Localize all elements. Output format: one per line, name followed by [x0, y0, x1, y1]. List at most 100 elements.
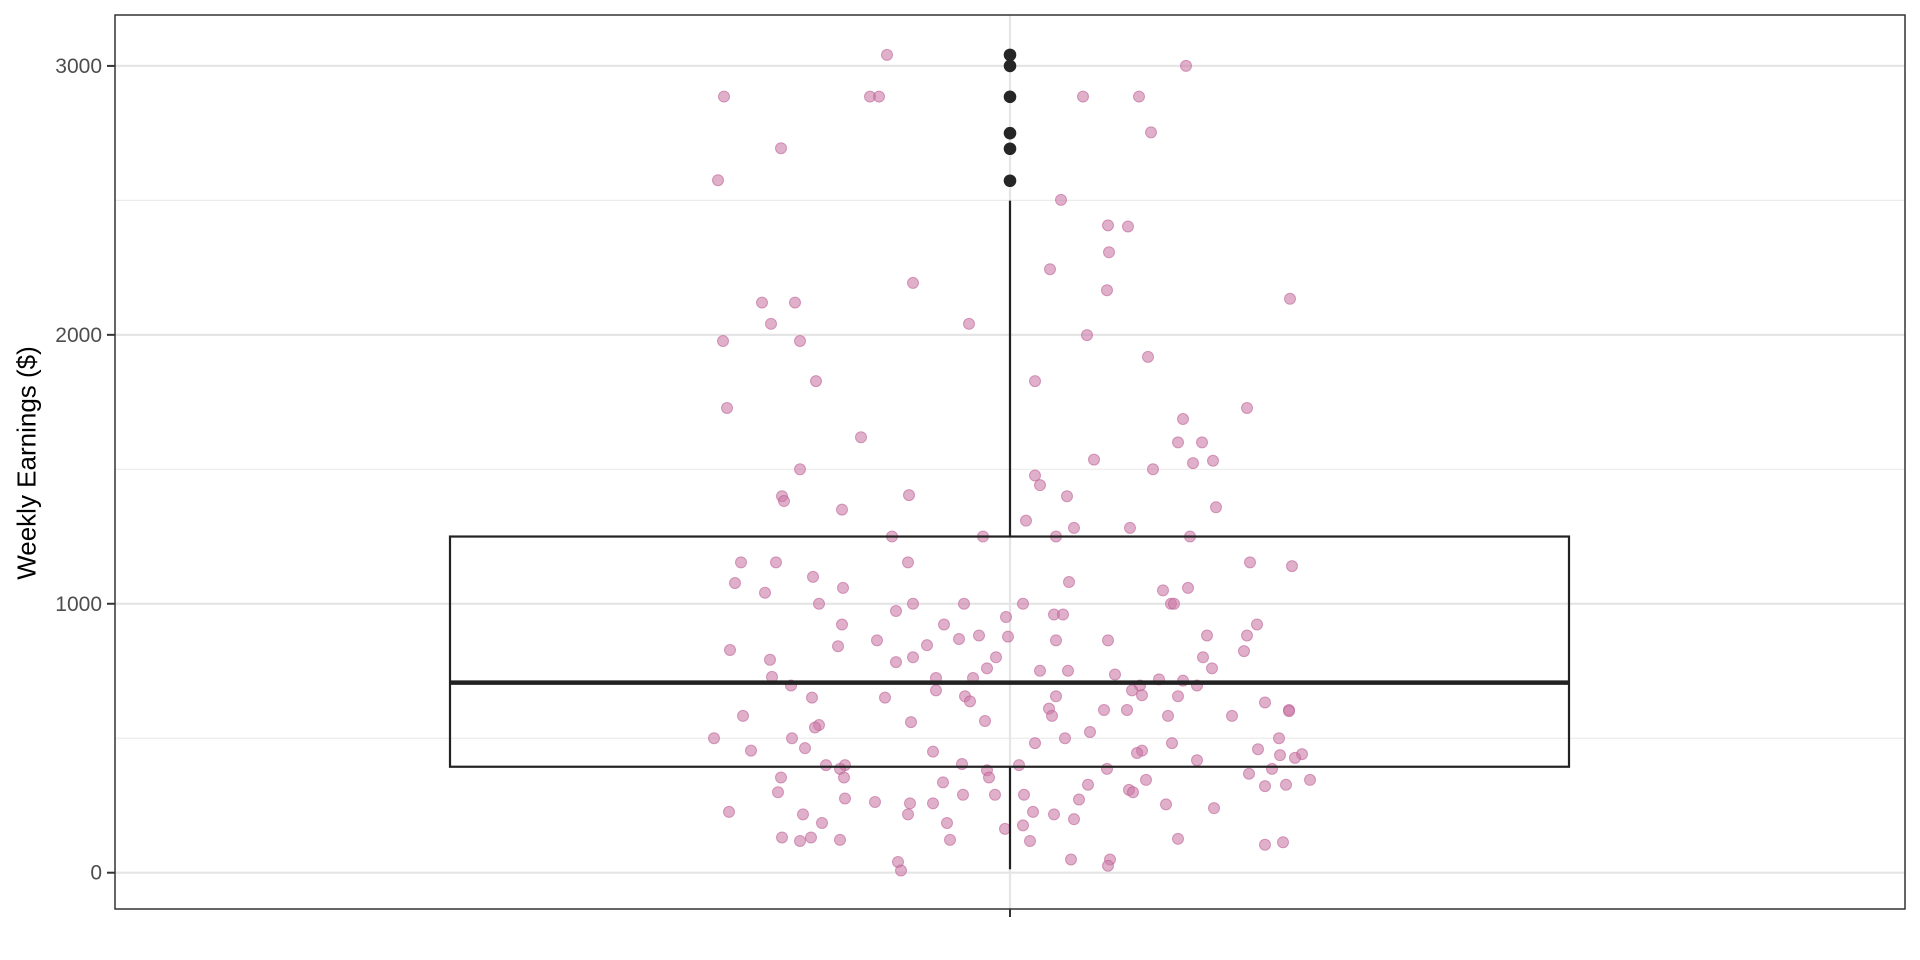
data-point — [873, 90, 885, 103]
data-point — [775, 142, 787, 155]
data-point — [810, 375, 822, 388]
data-point — [871, 634, 883, 647]
data-point — [990, 651, 1002, 664]
data-point — [1065, 853, 1077, 866]
data-point — [778, 495, 790, 508]
data-point — [1061, 490, 1073, 503]
data-point — [904, 797, 916, 810]
data-point — [983, 771, 995, 784]
data-point — [1252, 743, 1264, 756]
data-point — [1206, 662, 1218, 675]
y-axis-label: Weekly Earnings ($) — [11, 346, 42, 580]
data-point — [890, 656, 902, 669]
data-point — [1283, 705, 1295, 718]
y-tick-label: 3000 — [55, 55, 102, 78]
data-point — [1101, 762, 1113, 775]
data-point — [1055, 193, 1067, 206]
data-point — [1102, 219, 1114, 232]
data-point — [1168, 597, 1180, 610]
data-point — [794, 834, 806, 847]
data-point — [1101, 284, 1113, 297]
data-point — [1131, 747, 1143, 760]
data-point — [1126, 684, 1138, 697]
data-point — [957, 788, 969, 801]
data-point — [1207, 454, 1219, 467]
data-point — [1082, 778, 1094, 791]
data-point — [973, 629, 985, 642]
data-point — [902, 808, 914, 821]
data-point — [1280, 778, 1292, 791]
data-point — [1157, 584, 1169, 597]
data-point — [963, 317, 975, 330]
data-point — [1238, 645, 1250, 658]
data-point — [958, 597, 970, 610]
data-point — [1172, 690, 1184, 703]
data-point — [1259, 838, 1271, 851]
data-point — [1251, 618, 1263, 631]
data-point — [839, 792, 851, 805]
data-point — [1208, 802, 1220, 815]
jitter-points — [708, 48, 1316, 877]
data-point — [838, 771, 850, 784]
data-point — [1124, 521, 1136, 534]
data-point — [1029, 469, 1041, 482]
data-point — [723, 805, 735, 818]
data-point — [1177, 413, 1189, 426]
data-point — [937, 776, 949, 789]
data-point — [1103, 246, 1115, 259]
data-point — [1109, 668, 1121, 681]
y-tick-label: 2000 — [55, 324, 102, 347]
data-point — [927, 797, 939, 810]
data-point — [786, 732, 798, 745]
data-point — [927, 745, 939, 758]
data-point — [1068, 521, 1080, 534]
data-point — [907, 651, 919, 664]
data-point — [903, 489, 915, 502]
data-point — [1289, 751, 1301, 764]
data-point — [1286, 560, 1298, 573]
data-point — [764, 653, 776, 666]
data-point — [1029, 375, 1041, 388]
data-point — [1044, 263, 1056, 276]
data-point — [770, 556, 782, 569]
box-plot — [448, 200, 1571, 870]
data-point — [708, 732, 720, 745]
data-point — [724, 644, 736, 657]
data-point — [776, 831, 788, 844]
data-point — [797, 808, 809, 821]
data-point — [1162, 709, 1174, 722]
data-point — [1059, 732, 1071, 745]
data-point — [981, 662, 993, 675]
data-point — [1201, 629, 1213, 642]
data-point — [794, 463, 806, 476]
y-axis: 0 1000 2000 3000 — [55, 55, 115, 885]
data-point — [941, 816, 953, 829]
data-point — [1046, 709, 1058, 722]
data-point — [1077, 90, 1089, 103]
data-point — [1304, 773, 1316, 786]
y-tick-label: 1000 — [55, 593, 102, 616]
data-point — [1017, 819, 1029, 832]
data-point — [1243, 767, 1255, 780]
data-point — [1050, 690, 1062, 703]
outlier-point — [1003, 126, 1017, 140]
data-point — [979, 715, 991, 728]
data-point — [1102, 634, 1114, 647]
data-point — [1191, 754, 1203, 767]
data-point — [1081, 329, 1093, 342]
data-point — [1000, 610, 1012, 623]
data-point — [905, 716, 917, 729]
data-point — [1187, 457, 1199, 470]
data-point — [837, 581, 849, 594]
data-point — [902, 556, 914, 569]
outlier-point — [1003, 59, 1017, 73]
data-point — [1266, 762, 1278, 775]
data-point — [745, 744, 757, 757]
data-point — [1048, 808, 1060, 821]
data-point — [1133, 90, 1145, 103]
data-point — [1098, 703, 1110, 716]
data-point — [1226, 709, 1238, 722]
data-point — [1122, 220, 1134, 233]
data-point — [735, 556, 747, 569]
data-point — [794, 335, 806, 348]
